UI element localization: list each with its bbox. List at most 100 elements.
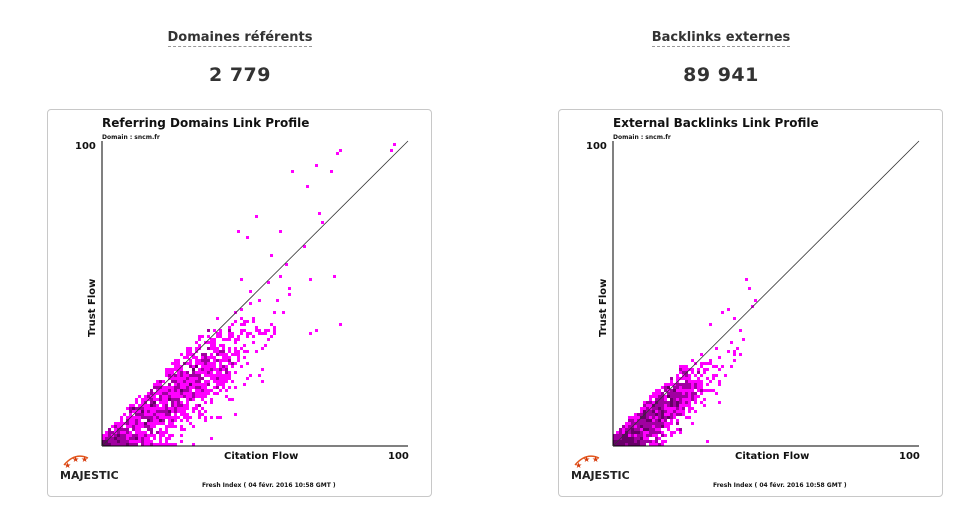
chart-subtitle: Domain : sncm.fr xyxy=(613,134,671,141)
scatter-point xyxy=(640,434,643,437)
scatter-point xyxy=(673,416,676,419)
scatter-point xyxy=(652,401,655,404)
external-backlinks-label-text[interactable]: Backlinks externes xyxy=(651,30,791,47)
scatter-point xyxy=(150,389,153,392)
scatter-point xyxy=(210,362,213,365)
scatter-point xyxy=(102,434,105,437)
scatter-point xyxy=(138,428,141,431)
scatter-point xyxy=(180,419,183,422)
scatter-point xyxy=(673,386,676,389)
referring-domains-label[interactable]: Domaines référents xyxy=(0,30,480,47)
scatter-point xyxy=(213,368,216,371)
scatter-point xyxy=(177,398,180,401)
scatter-point xyxy=(694,410,697,413)
scatter-point xyxy=(156,404,159,407)
scatter-point xyxy=(201,389,204,392)
scatter-point xyxy=(637,440,640,443)
scatter-point xyxy=(234,413,237,416)
scatter-point xyxy=(246,350,249,353)
scatter-point xyxy=(682,389,685,392)
scatter-point xyxy=(150,392,153,395)
scatter-point xyxy=(204,353,207,356)
scatter-point xyxy=(676,392,679,395)
scatter-point xyxy=(204,359,207,362)
scatter-point xyxy=(168,437,171,440)
scatter-point xyxy=(177,377,180,380)
scatter-point xyxy=(159,401,162,404)
scatter-point xyxy=(643,422,646,425)
scatter-point xyxy=(234,338,237,341)
x-max-label: 100 xyxy=(899,451,920,462)
scatter-point xyxy=(114,422,117,425)
scatter-point xyxy=(667,413,670,416)
scatter-point xyxy=(252,335,255,338)
scatter-point xyxy=(240,308,243,311)
scatter-point xyxy=(685,380,688,383)
scatter-point xyxy=(243,323,246,326)
scatter-point xyxy=(646,407,649,410)
scatter-point xyxy=(676,374,679,377)
scatter-point xyxy=(646,422,649,425)
scatter-point xyxy=(123,413,126,416)
scatter-point xyxy=(694,383,697,386)
scatter-point xyxy=(153,413,156,416)
scatter-point xyxy=(129,422,132,425)
scatter-point xyxy=(123,431,126,434)
scatter-point xyxy=(192,371,195,374)
scatter-point xyxy=(147,395,150,398)
scatter-point xyxy=(186,371,189,374)
scatter-point xyxy=(105,431,108,434)
scatter-point xyxy=(258,374,261,377)
scatter-point xyxy=(192,374,195,377)
scatter-point xyxy=(132,440,135,443)
logo-text: MAJESTIC xyxy=(60,469,119,482)
scatter-point xyxy=(718,356,721,359)
scatter-point xyxy=(174,419,177,422)
scatter-point xyxy=(679,401,682,404)
scatter-point xyxy=(682,413,685,416)
referring-domains-label-text[interactable]: Domaines référents xyxy=(167,30,313,47)
scatter-point xyxy=(237,335,240,338)
scatter-point xyxy=(186,362,189,365)
scatter-point xyxy=(237,338,240,341)
scatter-point xyxy=(201,398,204,401)
scatter-point xyxy=(231,353,234,356)
scatter-point xyxy=(138,410,141,413)
scatter-point xyxy=(231,398,234,401)
scatter-point xyxy=(315,164,318,167)
referring-domains-value: 2 779 xyxy=(209,64,271,86)
scatter-point xyxy=(132,404,135,407)
scatter-point xyxy=(219,371,222,374)
scatter-point xyxy=(198,338,201,341)
chart-footer: Fresh Index ( 04 févr. 2016 10:58 GMT ) xyxy=(202,482,336,489)
scatter-point xyxy=(733,359,736,362)
scatter-point xyxy=(634,413,637,416)
scatter-point xyxy=(228,356,231,359)
scatter-point xyxy=(138,434,141,437)
external-backlinks-label[interactable]: Backlinks externes xyxy=(481,30,961,47)
scatter-point xyxy=(634,434,637,437)
scatter-point xyxy=(198,359,201,362)
scatter-point xyxy=(685,389,688,392)
scatter-point xyxy=(679,410,682,413)
scatter-point xyxy=(616,443,619,446)
scatter-point xyxy=(255,329,258,332)
scatter-point xyxy=(282,311,285,314)
scatter-point xyxy=(207,380,210,383)
scatter-point xyxy=(189,365,192,368)
scatter-point xyxy=(219,350,222,353)
scatter-point xyxy=(201,383,204,386)
scatter-point xyxy=(165,428,168,431)
scatter-point xyxy=(207,335,210,338)
y-max-label: 100 xyxy=(586,141,607,152)
scatter-point xyxy=(207,368,210,371)
scatter-point xyxy=(198,413,201,416)
scatter-point xyxy=(198,362,201,365)
scatter-point xyxy=(246,236,249,239)
scatter-point xyxy=(628,437,631,440)
scatter-point xyxy=(664,422,667,425)
scatter-point xyxy=(186,407,189,410)
scatter-point xyxy=(117,431,120,434)
scatter-point xyxy=(631,443,634,446)
scatter-point xyxy=(186,347,189,350)
